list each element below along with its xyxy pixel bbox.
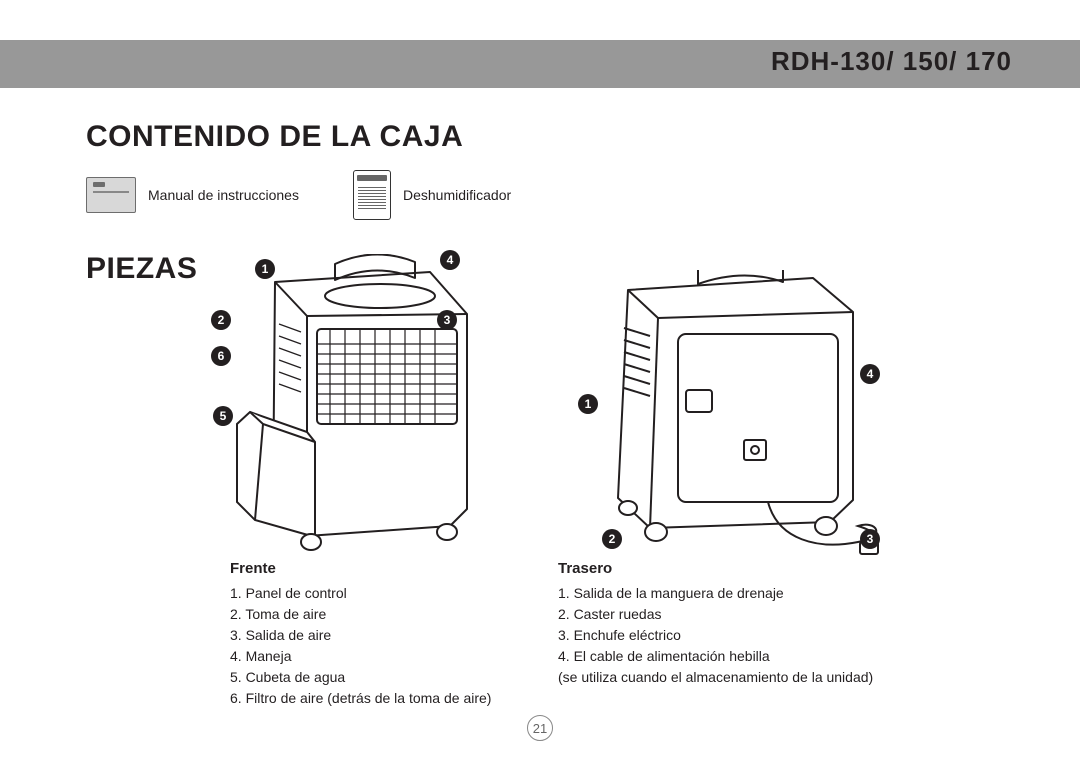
front-heading: Frente	[230, 560, 510, 577]
section-title-piezas: PIEZAS	[86, 252, 197, 286]
parts-list-front: Frente 1. Panel de control 2. Toma de ai…	[230, 560, 510, 709]
front-callout-4: 4	[440, 250, 460, 270]
list-item: 5. Cubeta de agua	[230, 667, 510, 688]
rear-diagram: 1 2 3 4	[558, 270, 938, 570]
list-item: (se utiliza cuando el almacenamiento de …	[558, 667, 978, 688]
dehumidifier-icon	[353, 170, 391, 220]
manual-icon	[86, 177, 136, 213]
list-item: 1. Panel de control	[230, 583, 510, 604]
front-callout-1: 1	[255, 259, 275, 279]
rear-callout-2: 2	[602, 529, 622, 549]
page-number: 21	[527, 715, 553, 741]
parts-list-rear: Trasero 1. Salida de la manguera de dren…	[558, 560, 978, 688]
rear-callout-3: 3	[860, 529, 880, 549]
box-contents-row: Manual de instrucciones Deshumidificador	[86, 170, 511, 220]
manual-label: Manual de instrucciones	[148, 187, 299, 203]
rear-callout-1: 1	[578, 394, 598, 414]
rear-heading: Trasero	[558, 560, 978, 577]
front-callout-5: 5	[213, 406, 233, 426]
list-item: 2. Caster ruedas	[558, 604, 978, 625]
front-callout-6: 6	[211, 346, 231, 366]
dehumidifier-label: Deshumidificador	[403, 187, 511, 203]
front-diagram: 1 2 3 4 5 6	[215, 254, 515, 559]
list-item: 4. El cable de alimentación hebilla	[558, 646, 978, 667]
model-number: RDH-130/ 150/ 170	[771, 46, 1012, 77]
section-title-contenido: CONTENIDO DE LA CAJA	[86, 120, 463, 154]
front-callout-2: 2	[211, 310, 231, 330]
list-item: 2. Toma de aire	[230, 604, 510, 625]
list-item: 1. Salida de la manguera de drenaje	[558, 583, 978, 604]
list-item: 4. Maneja	[230, 646, 510, 667]
list-item: 3. Salida de aire	[230, 625, 510, 646]
list-item: 3. Enchufe eléctrico	[558, 625, 978, 646]
front-callout-3: 3	[437, 310, 457, 330]
rear-callout-4: 4	[860, 364, 880, 384]
list-item: 6. Filtro de aire (detrás de la toma de …	[230, 688, 510, 709]
